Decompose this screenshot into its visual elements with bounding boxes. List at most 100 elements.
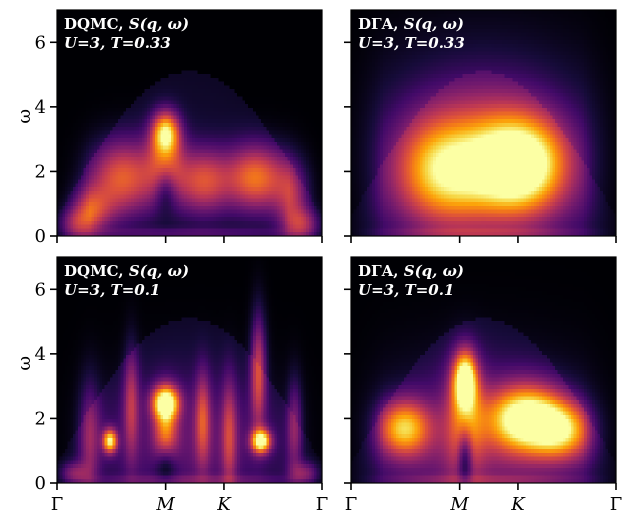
heatmap-cell xyxy=(88,43,93,49)
heatmap-cell xyxy=(250,32,254,37)
heatmap-cell xyxy=(242,21,246,26)
heatmap-cell xyxy=(96,51,100,56)
heatmap-cell xyxy=(200,47,204,53)
heatmap-cell xyxy=(245,43,249,49)
heatmap-cell xyxy=(176,62,180,68)
heatmap-cell xyxy=(263,40,267,45)
heatmap-cell xyxy=(155,55,159,60)
heatmap-cell xyxy=(213,40,217,45)
heatmap-cell xyxy=(112,43,116,49)
heatmap-cell xyxy=(239,36,244,41)
heatmap-cell xyxy=(239,77,244,83)
heatmap-cell xyxy=(104,21,108,26)
heatmap-cell xyxy=(242,32,246,37)
heatmap-cell xyxy=(67,32,71,37)
heatmap-cell xyxy=(70,10,74,15)
heatmap-cell xyxy=(250,47,254,53)
heatmap-cell xyxy=(303,85,307,90)
heatmap-cell xyxy=(258,85,262,90)
heatmap-cell xyxy=(110,47,114,53)
heatmap-cell xyxy=(279,66,283,71)
heatmap-cell xyxy=(104,70,108,75)
heatmap-cell xyxy=(197,74,201,79)
heatmap-cell xyxy=(216,32,220,37)
heatmap-cell xyxy=(57,85,61,90)
heatmap-cell xyxy=(226,28,230,34)
heatmap-cell xyxy=(59,13,63,19)
heatmap-cell xyxy=(263,66,267,71)
heatmap-cell xyxy=(152,21,156,26)
heatmap-cell xyxy=(239,13,244,19)
heatmap-cell xyxy=(104,10,108,15)
heatmap-cell xyxy=(149,40,153,45)
heatmap-cell xyxy=(155,43,159,49)
heatmap-cell xyxy=(80,77,85,83)
heatmap-cell xyxy=(117,10,122,15)
heatmap-cell xyxy=(192,13,196,19)
heatmap-cell xyxy=(62,47,66,53)
heatmap-cell xyxy=(311,40,315,45)
heatmap-cell xyxy=(155,85,159,90)
heatmap-cell xyxy=(165,43,169,49)
heatmap-cell xyxy=(229,40,233,45)
heatmap-cell xyxy=(78,55,82,60)
heatmap-cell xyxy=(110,55,114,60)
heatmap-cell xyxy=(303,62,307,68)
heatmap-cell xyxy=(96,55,100,60)
heatmap-cell xyxy=(263,62,267,68)
heatmap-cell xyxy=(314,32,318,37)
heatmap-cell xyxy=(290,55,294,60)
heatmap-cell xyxy=(284,66,289,71)
heatmap-cell xyxy=(91,89,95,94)
heatmap-cell xyxy=(123,55,127,60)
heatmap-cell xyxy=(247,32,252,37)
heatmap-cell xyxy=(205,89,209,94)
heatmap-cell xyxy=(189,70,193,75)
heatmap-cell xyxy=(250,89,254,94)
heatmap-cell xyxy=(104,32,108,37)
heatmap-cell xyxy=(168,25,172,30)
heatmap-cell xyxy=(205,10,209,15)
heatmap-cell xyxy=(308,55,312,60)
heatmap-cell xyxy=(83,32,87,37)
heatmap-cell xyxy=(271,36,275,41)
heatmap-cell xyxy=(276,62,281,68)
heatmap-cell xyxy=(223,47,228,53)
heatmap-cell xyxy=(120,13,124,19)
heatmap-cell xyxy=(64,92,69,98)
heatmap-cell xyxy=(229,13,233,19)
heatmap-cell xyxy=(152,55,156,60)
heatmap-cell xyxy=(131,51,135,56)
heatmap-cell xyxy=(152,74,156,79)
heatmap-cell xyxy=(306,32,310,37)
heatmap-cell xyxy=(292,74,297,79)
heatmap-cell xyxy=(282,40,286,45)
heatmap-cell xyxy=(229,70,233,75)
heatmap-cell xyxy=(133,77,138,83)
heatmap-cell xyxy=(274,89,278,94)
heatmap-cell xyxy=(160,17,164,22)
heatmap-cell xyxy=(306,85,310,90)
heatmap-cell xyxy=(274,47,278,53)
heatmap-cell xyxy=(62,25,66,30)
heatmap-cell xyxy=(57,77,61,83)
heatmap-cell xyxy=(255,10,259,15)
heatmap-cell xyxy=(223,32,228,37)
heatmap-cell xyxy=(67,28,71,34)
heatmap-cell xyxy=(300,47,305,53)
heatmap-cell xyxy=(271,74,275,79)
heatmap-cell xyxy=(306,25,310,30)
heatmap-cell xyxy=(189,62,193,68)
heatmap-cell xyxy=(99,32,103,37)
heatmap-cell xyxy=(96,62,100,68)
heatmap-cell xyxy=(173,62,177,68)
heatmap-cell xyxy=(115,21,119,26)
heatmap-cell xyxy=(155,40,159,45)
heatmap-cell xyxy=(102,85,106,90)
heatmap-cell xyxy=(247,47,252,53)
heatmap-cell xyxy=(173,85,177,90)
heatmap-cell xyxy=(136,47,140,53)
heatmap-cell xyxy=(287,43,291,49)
heatmap-cell xyxy=(165,81,169,86)
heatmap-cell xyxy=(117,40,122,45)
